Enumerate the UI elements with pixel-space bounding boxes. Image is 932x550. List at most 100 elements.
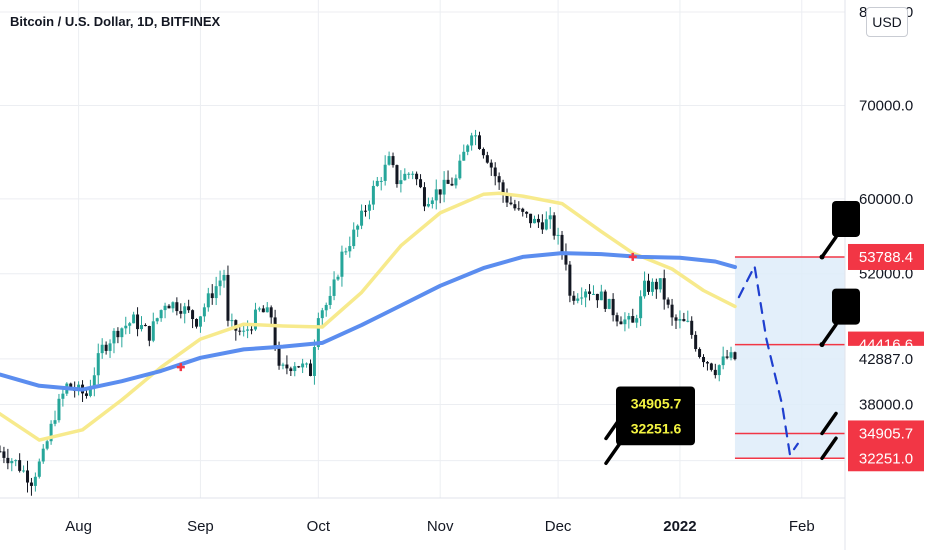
candle-body (725, 356, 729, 358)
candle-body (147, 325, 151, 341)
current-price-label: 42887.0 (859, 351, 913, 368)
candle-body (257, 308, 261, 310)
level-callout-pointer (820, 436, 838, 461)
candle-body (210, 293, 214, 299)
candle-body (580, 297, 584, 299)
candle-body (179, 311, 183, 314)
candle-body (69, 383, 73, 389)
candle-body (623, 319, 627, 325)
candle-body (517, 208, 521, 210)
candle-body (387, 156, 391, 165)
candle-body (619, 321, 623, 325)
candle-body (37, 461, 41, 477)
candle-body (305, 363, 309, 365)
candle-body (2, 451, 6, 458)
candle-body (438, 189, 442, 195)
candle-body (521, 208, 525, 212)
candle-body (230, 320, 234, 322)
candle-body (100, 344, 104, 354)
currency-button[interactable]: USD (866, 7, 908, 37)
candle-body (536, 218, 540, 223)
currency-label: USD (872, 14, 902, 30)
candle-body (171, 302, 175, 309)
candle-body (525, 211, 529, 214)
candle-body (33, 476, 37, 486)
candle-body (49, 423, 53, 442)
candle-body (128, 323, 132, 326)
candle-body (104, 344, 108, 351)
candle-body (403, 173, 407, 181)
candle-body (595, 293, 599, 301)
projection-path (737, 262, 799, 458)
time-tick-label: Oct (307, 518, 331, 535)
candle-body (367, 204, 371, 211)
candle-body (360, 210, 364, 226)
candle-body (297, 366, 301, 368)
candle-body (682, 319, 686, 322)
time-axis[interactable]: Aug Sep Oct Nov Dec 2022 Feb (65, 518, 814, 535)
candle-body (136, 314, 140, 330)
price-tick-label: 38000.0 (859, 397, 913, 414)
candle-body (261, 308, 265, 313)
candle-body (273, 317, 277, 348)
time-tick-label: Sep (187, 518, 214, 535)
candle-body (678, 319, 682, 321)
level-lines-layer (734, 256, 845, 460)
candle-body (29, 482, 33, 486)
candle-body (175, 302, 179, 312)
price-axis[interactable]: 80000.070000.060000.052000.042887.038000… (819, 4, 925, 472)
candle-body (352, 229, 356, 247)
candle-body (540, 222, 544, 230)
candle-body (572, 295, 576, 301)
candle-body (320, 310, 324, 319)
candle-body (18, 460, 22, 471)
candle-body (533, 218, 537, 224)
candle-body (474, 135, 478, 137)
candle-body (721, 356, 725, 366)
price-tick-label: 60000.0 (859, 191, 913, 208)
current-price-pill (848, 345, 924, 372)
candle-body (328, 295, 332, 305)
candle-body (430, 200, 434, 205)
candle-body (183, 306, 187, 314)
candle-body (364, 210, 368, 212)
candle-body (340, 251, 344, 277)
price-pill-label: 34905.7 (859, 425, 913, 442)
candle-body (202, 307, 206, 317)
candle-body (41, 448, 45, 462)
level-callout-box (832, 288, 860, 325)
candle-body (709, 363, 713, 370)
candle-body (92, 375, 96, 388)
candle-body (631, 316, 635, 323)
level-callout-box (832, 200, 860, 237)
candle-body (713, 369, 717, 376)
candle-body (552, 215, 556, 236)
candle-body (356, 225, 360, 230)
candle-body (250, 329, 254, 331)
candle-body (265, 307, 269, 313)
time-tick-label: 2022 (663, 518, 696, 535)
candle-body (733, 352, 737, 360)
candle-body (450, 183, 454, 186)
moving-averages-layer (0, 191, 737, 442)
candle-body (143, 325, 147, 327)
candle-body (419, 179, 423, 188)
level-callout-pointer (820, 411, 838, 436)
price-pill (848, 420, 924, 447)
candle-body (576, 298, 580, 301)
level-callout-pointer (820, 322, 838, 347)
candle-body (281, 364, 285, 366)
candle-body (690, 320, 694, 335)
candle-body (116, 330, 120, 338)
candle-body (312, 347, 316, 376)
projection-layer (737, 262, 799, 458)
candle-body (505, 194, 509, 203)
candle-body (497, 176, 501, 183)
cross-marker (628, 252, 637, 261)
candle-body (324, 304, 328, 311)
candle-body (308, 363, 312, 376)
candle-body (607, 298, 611, 309)
candle-body (375, 180, 379, 186)
level-callout-pointer (820, 235, 838, 259)
